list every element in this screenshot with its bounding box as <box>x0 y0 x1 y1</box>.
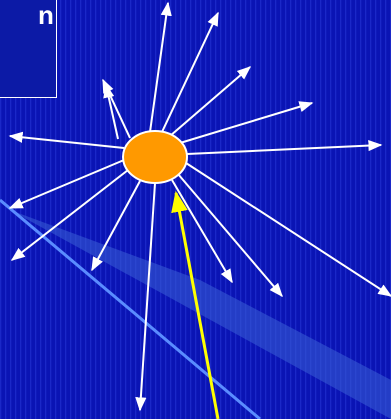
incoming-ray-arrow <box>171 190 220 419</box>
scattered-ray-arrow-15 <box>103 83 119 140</box>
scattered-rays <box>8 1 391 412</box>
scattered-ray-arrow-4 <box>179 101 314 144</box>
scattered-ray-arrow-6 <box>185 162 391 297</box>
scattered-ray-arrow-2 <box>161 11 219 133</box>
particle-icon <box>122 130 188 184</box>
scattered-ray-arrow-1 <box>149 1 172 133</box>
scattered-ray-arrow-3 <box>169 66 252 137</box>
shaded-wedge <box>10 210 391 419</box>
scattered-ray-arrow-12 <box>8 159 125 209</box>
scattered-ray-arrow-13 <box>8 131 125 149</box>
scattered-ray-arrow-11 <box>10 169 129 261</box>
scattered-ray-arrow-9 <box>135 182 156 412</box>
scattered-ray-arrow-7 <box>177 173 283 298</box>
scattered-ray-arrow-10 <box>91 180 141 272</box>
scattered-ray-arrow-5 <box>186 139 383 155</box>
label-box: n <box>0 0 57 98</box>
label-text: n <box>38 0 54 30</box>
